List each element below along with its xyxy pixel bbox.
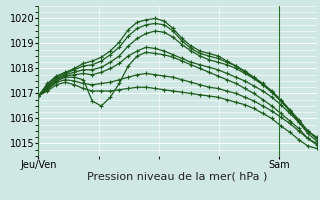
X-axis label: Pression niveau de la mer( hPa ): Pression niveau de la mer( hPa ) [87, 172, 268, 182]
